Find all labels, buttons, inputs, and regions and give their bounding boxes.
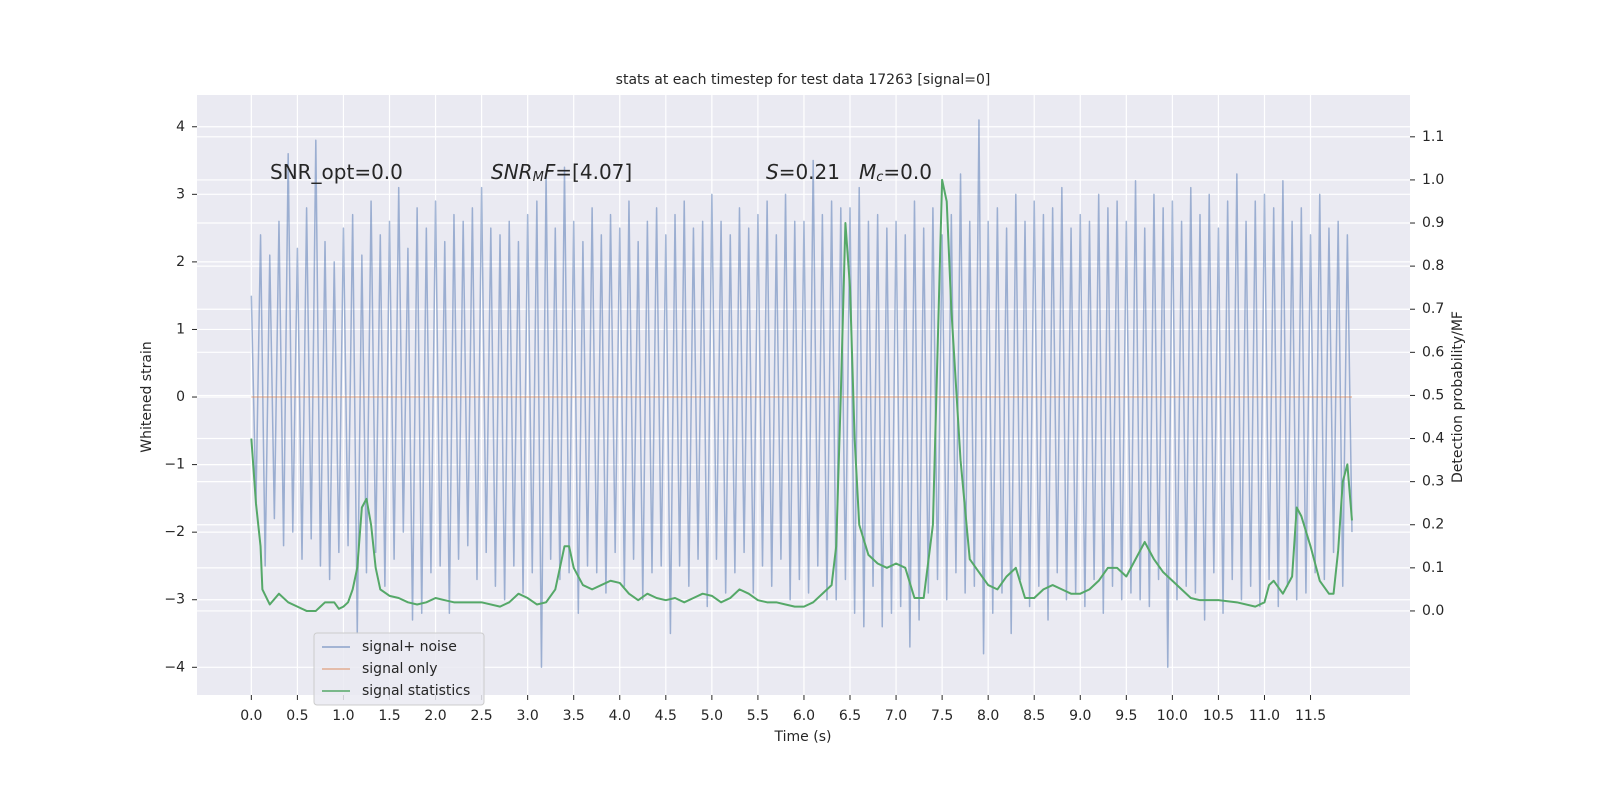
x-tick-label: 5.5 <box>747 708 769 724</box>
y-tick-label: −1 <box>164 457 185 473</box>
y2-tick-label: 1.0 <box>1422 172 1444 188</box>
x-tick-label: 9.0 <box>1069 708 1091 724</box>
annotation-subscript: M <box>533 170 544 185</box>
annotation-text: =[4.07] <box>555 160 632 184</box>
x-tick-label: 10.0 <box>1157 708 1188 724</box>
legend-box <box>313 632 485 706</box>
annotation-text: F <box>544 160 556 184</box>
annotation-text: SNR <box>491 160 533 184</box>
annotation: SNR_opt=0.0 <box>270 160 403 184</box>
data-layer <box>250 119 1353 669</box>
x-axis-label: Time (s) <box>774 729 832 745</box>
annotation: SNRMF=[4.07] <box>491 160 632 185</box>
y2-tick-label: 0.9 <box>1422 215 1444 231</box>
annotation: S=0.21 Mc=0.0 <box>766 160 932 185</box>
y-tick-label: 4 <box>176 119 185 135</box>
x-tick-label: 10.5 <box>1203 708 1234 724</box>
legend-label: signal statistics <box>362 683 470 699</box>
annotation-text: =0.21 <box>779 160 840 184</box>
legend-label: signal only <box>362 661 437 677</box>
series-line <box>250 178 1353 612</box>
x-tick-label: 5.0 <box>701 708 723 724</box>
x-tick-label: 0.0 <box>240 708 262 724</box>
x-tick-label: 7.5 <box>931 708 953 724</box>
y-tick-label: −2 <box>164 524 185 540</box>
y-tick-label: −3 <box>164 592 185 608</box>
y-tick-label: −4 <box>164 659 185 675</box>
series-line <box>250 119 1353 669</box>
x-tick-label: 4.0 <box>609 708 631 724</box>
legend-label: signal+ noise <box>362 639 457 655</box>
y2-tick-label: 0.8 <box>1422 258 1444 274</box>
chart-title: stats at each timestep for test data 172… <box>616 72 991 88</box>
x-tick-label: 3.5 <box>563 708 585 724</box>
x-tick-label: 9.5 <box>1115 708 1137 724</box>
x-tick-label: 11.5 <box>1295 708 1326 724</box>
x-tick-label: 3.0 <box>517 708 539 724</box>
annotation-text: SNR_opt=0.0 <box>270 160 403 184</box>
annotation-text: =0.0 <box>883 160 932 184</box>
y2-tick-label: 0.1 <box>1422 560 1444 576</box>
x-tick-label: 0.5 <box>286 708 308 724</box>
legend: signal+ noise signal only signal statistic… <box>313 632 485 706</box>
y-tick-label: 2 <box>176 254 185 270</box>
annotation-text: M <box>859 160 876 184</box>
x-tick-label: 6.5 <box>839 708 861 724</box>
y2-tick-label: 0.6 <box>1422 344 1444 360</box>
x-tick-label: 2.0 <box>424 708 446 724</box>
y2-axis-label: Detection probability/MF <box>1450 311 1466 483</box>
y-tick-label: 0 <box>176 389 185 405</box>
x-tick-label: 1.5 <box>378 708 400 724</box>
y2-tick-label: 0.4 <box>1422 431 1444 447</box>
annotation-subscript: c <box>876 170 883 185</box>
x-tick-label: 6.0 <box>793 708 815 724</box>
y-tick-label: 3 <box>176 186 185 202</box>
y2-tick-label: 0.0 <box>1422 603 1444 619</box>
y-tick-label: 1 <box>176 321 185 337</box>
x-tick-label: 8.5 <box>1023 708 1045 724</box>
x-tick-label: 7.0 <box>885 708 907 724</box>
x-tick-label: 11.0 <box>1249 708 1280 724</box>
x-tick-label: 2.5 <box>470 708 492 724</box>
y2-tick-label: 0.5 <box>1422 387 1444 403</box>
y-axis-label: Whitened strain <box>139 341 155 452</box>
y2-tick-label: 0.3 <box>1422 474 1444 490</box>
y2-tick-label: 1.1 <box>1422 129 1444 145</box>
x-tick-label: 8.0 <box>977 708 999 724</box>
x-tick-label: 1.0 <box>332 708 354 724</box>
y2-tick-label: 0.2 <box>1422 517 1444 533</box>
annotation-text: S <box>766 160 779 184</box>
axes: 0.0 0.5 1.0 1.5 2.0 2.5 3.0 3.5 4.0 4.5 5.0 5.5 6.0 6… <box>164 119 1444 724</box>
x-tick-label: 4.5 <box>655 708 677 724</box>
y2-tick-label: 0.7 <box>1422 301 1444 317</box>
